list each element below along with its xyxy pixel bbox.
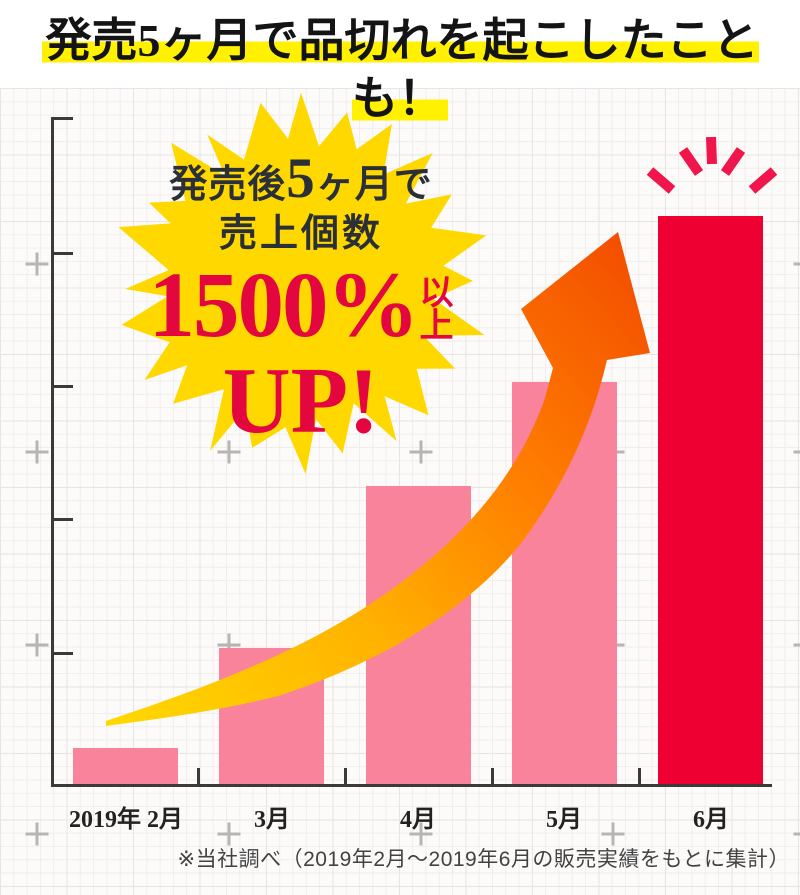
headline-text: 発売5ヶ月で品切れを起こしたことも！ <box>41 15 759 124</box>
y-axis <box>51 117 54 787</box>
plus-mark <box>793 441 800 464</box>
plus-mark <box>601 252 625 276</box>
y-axis-tick <box>51 518 73 521</box>
plus-mark <box>25 822 49 846</box>
badge-line1: 発売後5ヶ月で <box>169 147 433 210</box>
x-axis-tick <box>491 768 494 785</box>
starburst-text: 発売後5ヶ月で 売上個数 1500% 以 上 UP! <box>130 150 472 448</box>
x-label: 2019年 2月 <box>69 807 183 833</box>
plus-mark <box>793 253 800 276</box>
badge-stat-value: 1500% <box>148 254 420 357</box>
plus-mark <box>25 440 49 464</box>
y-axis-tick <box>51 652 73 655</box>
badge-big-number: 5 <box>286 147 316 210</box>
plus-mark <box>601 822 625 846</box>
x-axis-tick <box>197 768 200 785</box>
headline: 発売5ヶ月で品切れを起こしたことも！ <box>0 12 800 128</box>
x-axis-tick <box>638 768 641 785</box>
badge-stat-row: 1500% 以 上 <box>130 259 472 352</box>
badge-stat-suffix: 以 上 <box>419 275 454 345</box>
badge-line2: 売上個数 <box>218 213 383 255</box>
bar-2019年 2月 <box>73 748 178 785</box>
plus-mark <box>793 823 800 846</box>
badge-up-text: UP! <box>222 349 380 453</box>
plus-mark <box>217 822 241 846</box>
x-label: 3月 <box>254 807 290 833</box>
x-label: 4月 <box>400 807 436 833</box>
plus-mark <box>25 633 49 657</box>
x-axis-tick <box>344 768 347 785</box>
x-label: 6月 <box>693 807 729 833</box>
plus-mark <box>25 252 49 276</box>
y-axis-tick <box>51 252 73 255</box>
bar-6月 <box>658 216 763 785</box>
y-axis-tick <box>51 385 73 388</box>
plus-mark <box>793 634 800 657</box>
x-label: 5月 <box>546 807 582 833</box>
bar-5月 <box>512 382 617 785</box>
bar-3月 <box>219 648 324 785</box>
y-axis-tick <box>51 117 73 120</box>
footer-note: ※当社調べ（2019年2月〜2019年6月の販売実績をもとに集計） <box>177 848 790 871</box>
x-axis <box>51 784 772 787</box>
bar-4月 <box>366 486 471 785</box>
plus-mark <box>409 822 433 846</box>
